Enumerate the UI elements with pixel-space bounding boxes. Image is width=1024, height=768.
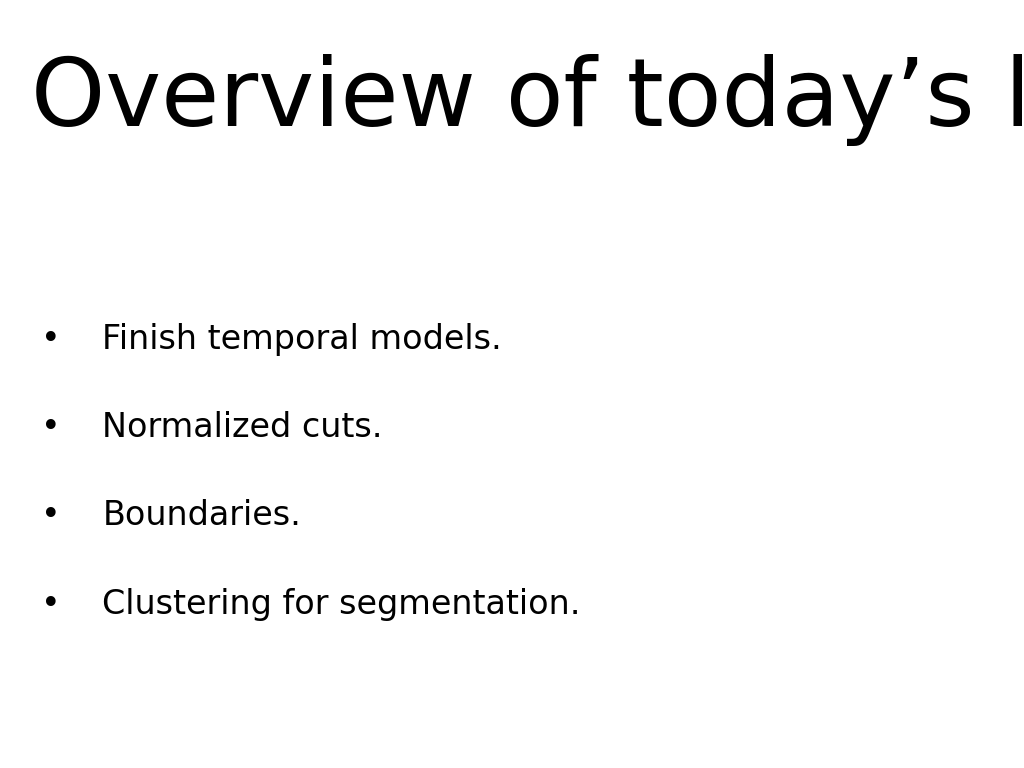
- Text: •: •: [41, 323, 61, 356]
- Text: Overview of today’s lecture: Overview of today’s lecture: [31, 54, 1024, 146]
- Text: •: •: [41, 499, 61, 532]
- Text: •: •: [41, 588, 61, 621]
- Text: Normalized cuts.: Normalized cuts.: [102, 411, 383, 444]
- Text: Boundaries.: Boundaries.: [102, 499, 301, 532]
- Text: Clustering for segmentation.: Clustering for segmentation.: [102, 588, 581, 621]
- Text: •: •: [41, 411, 61, 444]
- Text: Finish temporal models.: Finish temporal models.: [102, 323, 502, 356]
